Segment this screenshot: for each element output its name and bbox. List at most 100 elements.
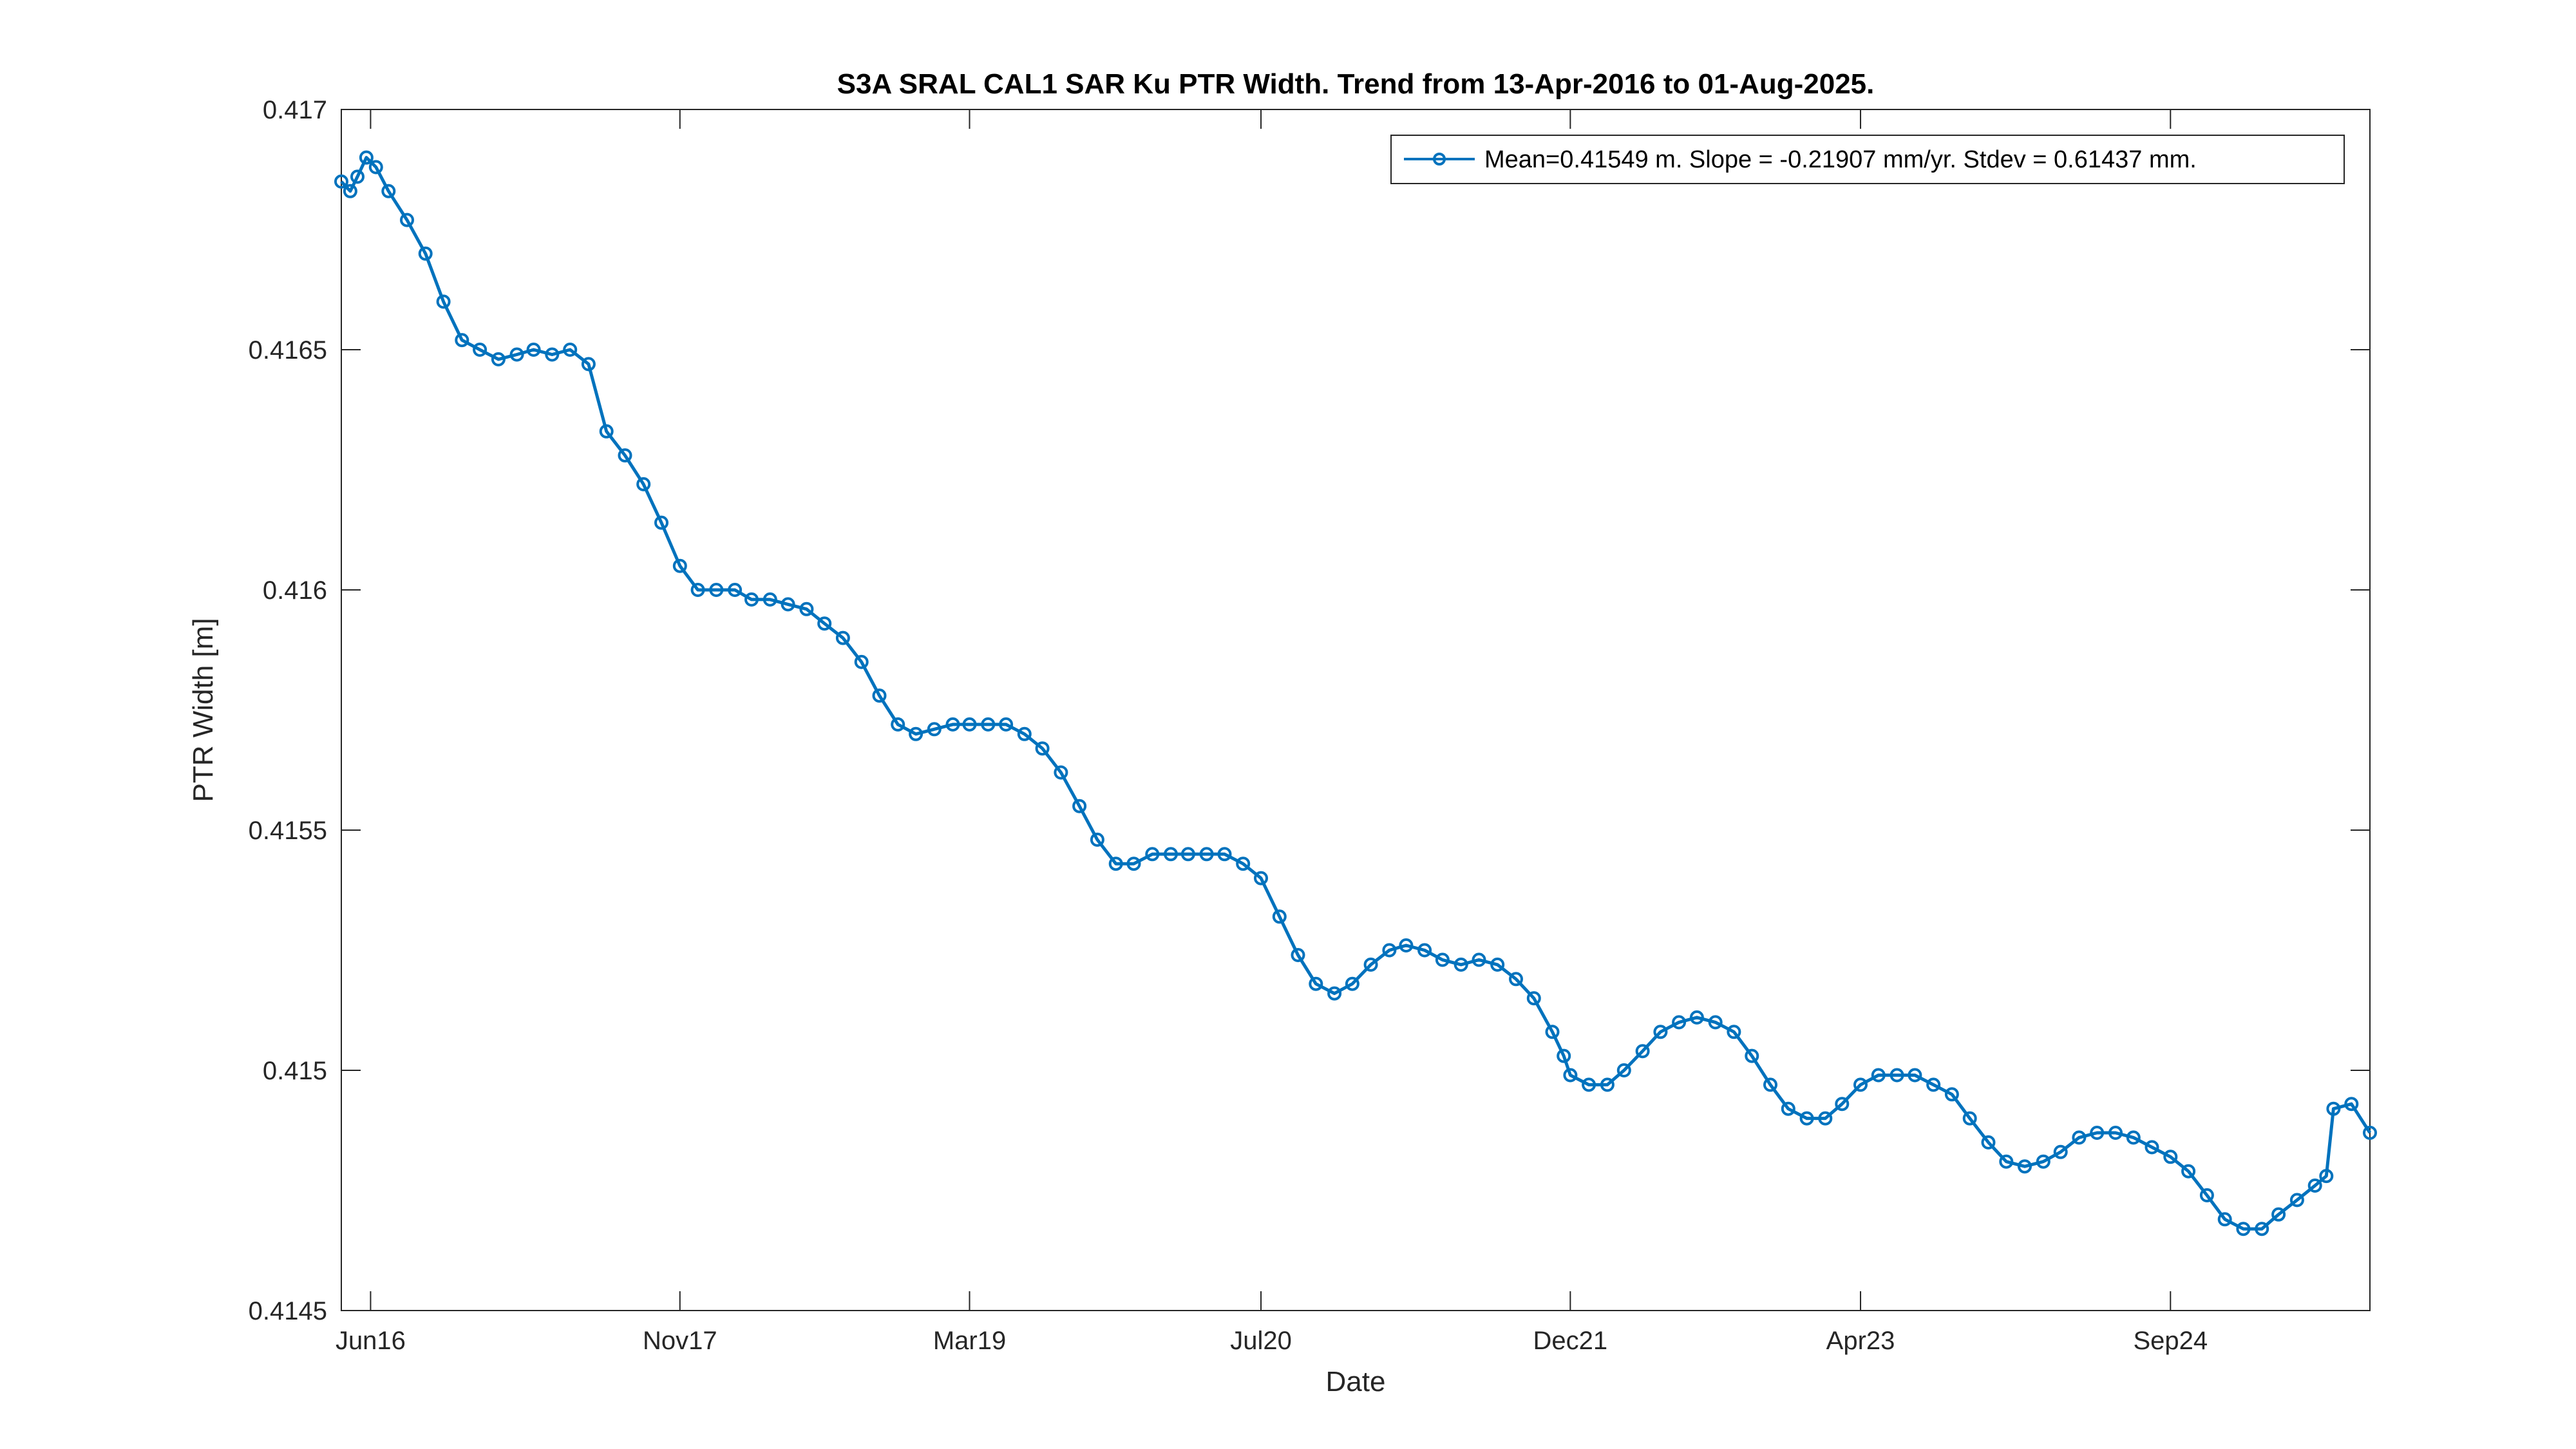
data-point [526, 343, 541, 357]
legend-label: Mean=0.41549 m. Slope = -0.21907 mm/yr. … [1484, 146, 2197, 173]
y-axis: 0.4145 0.415 0.4155 0.416 0.4165 0.417 [249, 96, 2370, 1325]
data-point [1363, 957, 1378, 972]
data-point [1853, 1077, 1868, 1092]
data-point [1236, 857, 1251, 871]
data-point [1490, 957, 1505, 972]
data-point [2326, 1101, 2341, 1116]
data-point [1417, 943, 1432, 958]
data-point [728, 583, 743, 597]
data-point [762, 592, 777, 607]
data-point [381, 184, 396, 198]
data-point [981, 717, 996, 732]
data-point [1108, 857, 1123, 871]
data-point [1382, 943, 1397, 958]
data-point [2289, 1193, 2304, 1208]
data-point [491, 352, 506, 366]
data-point [799, 601, 814, 616]
data-point [1563, 1068, 1578, 1083]
data-point [2145, 1140, 2159, 1155]
data-point [1689, 1010, 1704, 1025]
data-point [927, 722, 942, 737]
data-point [545, 347, 560, 362]
data-point [872, 688, 887, 703]
data-point [2271, 1207, 2286, 1222]
data-point [1835, 1097, 1850, 1112]
chart-title: S3A SRAL CAL1 SAR Ku PTR Width. Trend fr… [837, 68, 1875, 100]
x-axis-title: Date [1326, 1366, 1386, 1397]
data-point [1254, 871, 1268, 886]
data-point [455, 333, 469, 348]
data-point [1708, 1015, 1723, 1030]
data-point [599, 424, 614, 439]
data-point [2307, 1179, 2322, 1193]
data-point [1926, 1077, 1941, 1092]
data-point [744, 592, 759, 607]
data-point [1509, 972, 1523, 987]
data-point [1327, 986, 1342, 1001]
y-tick-label: 0.416 [263, 576, 327, 605]
data-point [2319, 1169, 2334, 1184]
y-tick-label: 0.417 [263, 96, 327, 124]
data-point [2126, 1130, 2141, 1145]
data-point [1145, 847, 1160, 862]
data-point [359, 150, 374, 165]
data-point [1090, 832, 1104, 847]
data-point [1818, 1111, 1833, 1126]
data-point [2217, 1212, 2232, 1227]
data-point [1889, 1068, 1904, 1083]
data-point [2344, 1097, 2359, 1112]
data-point [1199, 847, 1214, 862]
data-point [636, 477, 651, 491]
data-point [334, 174, 348, 189]
data-point [891, 717, 905, 732]
x-tick-label: Apr23 [1826, 1327, 1895, 1355]
data-point [817, 616, 832, 631]
data-point [2108, 1126, 2123, 1140]
data-point [1399, 938, 1414, 952]
y-tick-label: 0.4155 [249, 817, 327, 845]
data-point [1035, 741, 1050, 756]
x-tick-label: Jul20 [1230, 1327, 1292, 1355]
data-point [2181, 1164, 2196, 1179]
data-point [368, 160, 383, 175]
data-point [1526, 991, 1541, 1006]
data-point [1981, 1135, 1996, 1150]
x-axis: Jun16 Nov17 Mar19 Jul20 Dec21 Apr23 Sep24 [336, 109, 2208, 1355]
data-point [1126, 857, 1141, 871]
data-point [2163, 1150, 2178, 1164]
data-point [1454, 957, 1468, 972]
data-point [1164, 847, 1178, 862]
data-point [1672, 1015, 1687, 1030]
legend: Mean=0.41549 m. Slope = -0.21907 mm/yr. … [1390, 135, 2345, 184]
data-point [2236, 1222, 2251, 1236]
data-point [1871, 1068, 1886, 1083]
y-tick-label: 0.4145 [249, 1297, 327, 1325]
data-point [473, 343, 488, 357]
data-point [436, 294, 451, 309]
x-tick-label: Mar19 [933, 1327, 1006, 1355]
data-point [418, 246, 433, 261]
legend-box [1390, 135, 2345, 184]
data-point [835, 630, 850, 645]
data-point [1616, 1063, 1631, 1077]
data-point [1180, 847, 1195, 862]
data-point [962, 717, 977, 732]
data-point [1472, 952, 1486, 967]
data-point [2363, 1126, 2377, 1140]
data-point [1072, 799, 1087, 813]
data-point [1799, 1111, 1814, 1126]
data-point [1781, 1101, 1795, 1116]
data-point [909, 726, 923, 741]
y-tick-label: 0.415 [263, 1057, 327, 1085]
data-point [1582, 1077, 1596, 1092]
data-point [1309, 976, 1323, 991]
data-point [999, 717, 1014, 732]
data-point [781, 597, 795, 612]
data-point [854, 654, 869, 669]
y-axis-title: PTR Width [m] [187, 618, 219, 802]
data-point [1217, 847, 1232, 862]
x-tick-label: Sep24 [2133, 1327, 2208, 1355]
data-point [1944, 1087, 1959, 1102]
x-tick-label: Jun16 [336, 1327, 406, 1355]
